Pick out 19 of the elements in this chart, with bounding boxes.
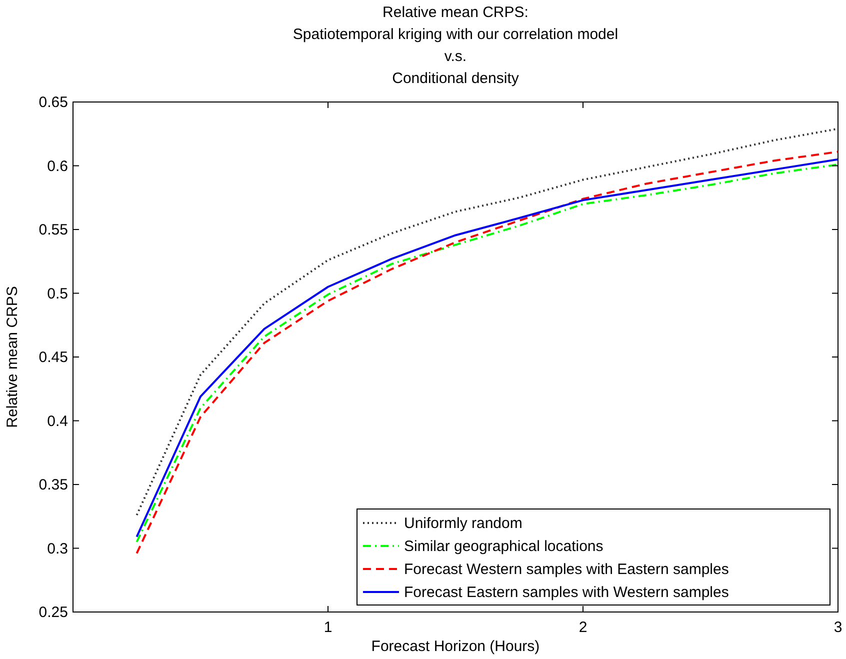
x-axis-title: Forecast Horizon (Hours) [371, 638, 540, 655]
x-tick-label: 3 [834, 619, 842, 636]
y-tick-label: 0.25 [38, 604, 68, 621]
y-tick-label: 0.45 [38, 349, 68, 366]
y-tick-label: 0.6 [47, 158, 68, 175]
legend-label: Forecast Eastern samples with Western samples [404, 584, 729, 601]
chart-title: Relative mean CRPS: Spatiotemporal kriging with our correlation model v.s. Conditional density [292, 4, 618, 87]
y-tick-label: 0.55 [38, 222, 68, 238]
x-tick-label: 2 [578, 619, 588, 636]
y-tick-label: 0.65 [38, 94, 68, 111]
y-tick-label: 0.4 [47, 412, 68, 430]
legend-label: Forecast Western samples with Eastern samples [404, 561, 729, 578]
y-tick-label: 0.5 [47, 285, 68, 302]
y-axis-title: Relative mean CRPS [4, 286, 21, 428]
legend-label: Similar geographical locations [404, 538, 604, 555]
x-tick-label: 1 [324, 619, 332, 636]
y-tick-label: 0.3 [47, 540, 68, 558]
legend-label: Uniformly random [404, 515, 522, 532]
y-tick-label: 0.35 [38, 476, 68, 494]
